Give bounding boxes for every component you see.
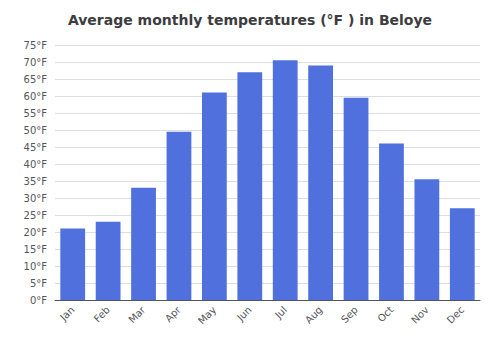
svg-text:Oct: Oct: [375, 304, 395, 324]
svg-text:Dec: Dec: [445, 304, 466, 325]
svg-text:Apr: Apr: [163, 303, 184, 324]
svg-text:Aug: Aug: [303, 304, 325, 326]
svg-text:Jul: Jul: [272, 304, 289, 321]
svg-text:30°F: 30°F: [24, 193, 48, 204]
svg-text:50°F: 50°F: [24, 125, 48, 136]
svg-text:Jan: Jan: [57, 304, 76, 323]
svg-text:20°F: 20°F: [24, 227, 48, 238]
svg-text:Nov: Nov: [409, 304, 431, 326]
svg-text:Average monthly temperatures (: Average monthly temperatures (°F ) in Be…: [68, 12, 432, 28]
svg-text:5°F: 5°F: [30, 278, 47, 289]
svg-text:May: May: [196, 304, 218, 326]
svg-text:55°F: 55°F: [24, 108, 48, 119]
svg-text:65°F: 65°F: [24, 74, 48, 85]
svg-text:Sep: Sep: [339, 304, 360, 325]
svg-text:35°F: 35°F: [24, 176, 48, 187]
svg-text:Mar: Mar: [126, 303, 148, 325]
svg-text:60°F: 60°F: [24, 91, 48, 102]
svg-text:40°F: 40°F: [24, 159, 48, 170]
svg-text:45°F: 45°F: [24, 142, 48, 153]
svg-text:Jun: Jun: [234, 304, 254, 324]
svg-text:0°F: 0°F: [30, 295, 47, 306]
svg-text:Feb: Feb: [92, 304, 112, 324]
svg-text:10°F: 10°F: [24, 261, 48, 272]
svg-text:70°F: 70°F: [24, 57, 48, 68]
svg-text:75°F: 75°F: [24, 40, 48, 51]
svg-text:15°F: 15°F: [24, 244, 48, 255]
svg-text:25°F: 25°F: [24, 210, 48, 221]
